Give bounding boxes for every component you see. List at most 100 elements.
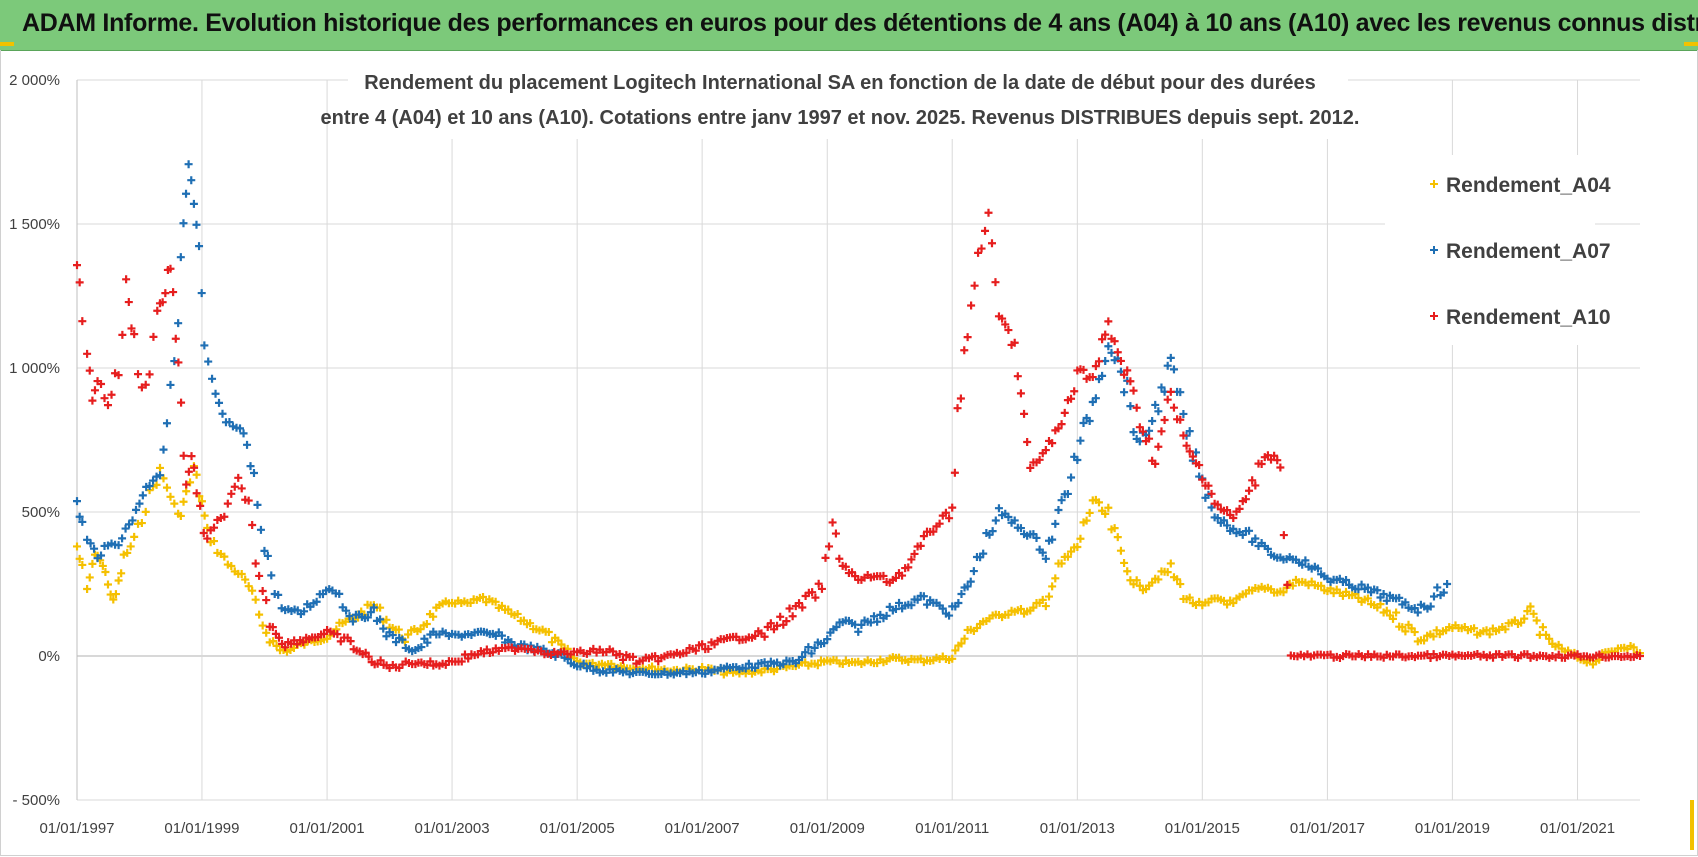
data-point bbox=[145, 482, 154, 491]
data-point bbox=[88, 559, 97, 568]
data-point bbox=[131, 505, 140, 514]
data-point bbox=[841, 562, 850, 571]
data-point bbox=[268, 623, 277, 632]
data-point bbox=[938, 604, 947, 613]
data-point bbox=[828, 518, 837, 527]
data-point bbox=[170, 499, 179, 508]
data-point bbox=[1401, 627, 1410, 636]
data-point bbox=[956, 394, 965, 403]
data-point bbox=[948, 503, 957, 512]
data-point bbox=[218, 409, 227, 418]
data-point bbox=[1166, 353, 1175, 362]
legend-marker-icon bbox=[1430, 180, 1438, 188]
data-point bbox=[342, 606, 351, 615]
data-point bbox=[90, 386, 99, 395]
data-point bbox=[417, 643, 426, 652]
data-point bbox=[203, 534, 212, 543]
data-point bbox=[957, 639, 966, 648]
data-point bbox=[156, 463, 165, 472]
data-point bbox=[1004, 610, 1013, 619]
legend-label-1: Rendement_A04 bbox=[1446, 174, 1611, 197]
data-point bbox=[1229, 598, 1238, 607]
data-point bbox=[253, 500, 262, 509]
data-point bbox=[1145, 434, 1154, 443]
points-layer bbox=[73, 160, 1644, 679]
data-point bbox=[811, 593, 820, 602]
data-point bbox=[1538, 623, 1547, 632]
data-point bbox=[1429, 632, 1438, 641]
data-point bbox=[1439, 588, 1448, 597]
data-point bbox=[966, 577, 975, 586]
data-point bbox=[1420, 636, 1429, 645]
data-point bbox=[1085, 508, 1094, 517]
data-point bbox=[1223, 506, 1232, 515]
data-point bbox=[1426, 602, 1435, 611]
data-point bbox=[1213, 500, 1222, 509]
data-point bbox=[910, 549, 919, 558]
data-point bbox=[1279, 588, 1288, 597]
data-point bbox=[1041, 446, 1050, 455]
series-Rendement_A10 bbox=[73, 208, 1644, 672]
data-point bbox=[825, 542, 834, 551]
data-point bbox=[345, 612, 354, 621]
data-point bbox=[987, 239, 996, 248]
data-point bbox=[919, 532, 928, 541]
data-point bbox=[1085, 416, 1094, 425]
x-tick-label: 01/01/1997 bbox=[39, 820, 114, 837]
data-point bbox=[1169, 403, 1178, 412]
data-point bbox=[808, 588, 817, 597]
data-point bbox=[1257, 459, 1266, 468]
data-point bbox=[234, 473, 243, 482]
data-point bbox=[1060, 408, 1069, 417]
data-point bbox=[128, 516, 137, 525]
data-point bbox=[1094, 357, 1103, 366]
data-point bbox=[1020, 409, 1029, 418]
data-point bbox=[335, 589, 344, 598]
banner-title: ADAM Informe. Evolution historique des p… bbox=[22, 9, 1698, 37]
data-point bbox=[135, 499, 144, 508]
data-point bbox=[197, 497, 206, 506]
data-point bbox=[1529, 609, 1538, 618]
data-point bbox=[1154, 575, 1163, 584]
corner-accent-top-right bbox=[1684, 42, 1698, 46]
data-point bbox=[75, 278, 84, 287]
data-point bbox=[73, 497, 81, 506]
data-point bbox=[124, 298, 133, 307]
data-point bbox=[429, 612, 438, 621]
data-point bbox=[1101, 330, 1110, 339]
data-point bbox=[263, 551, 272, 560]
data-point bbox=[182, 189, 191, 198]
data-point bbox=[272, 641, 281, 650]
data-point bbox=[1219, 516, 1228, 525]
data-point bbox=[363, 613, 372, 622]
data-point bbox=[267, 571, 276, 580]
data-point bbox=[300, 607, 309, 616]
data-point bbox=[766, 619, 775, 628]
data-point bbox=[970, 281, 979, 290]
data-point bbox=[182, 487, 191, 496]
data-point bbox=[963, 333, 972, 342]
data-point bbox=[1132, 576, 1141, 585]
data-point bbox=[1063, 552, 1072, 561]
x-tick-label: 01/01/1999 bbox=[164, 820, 239, 837]
data-point bbox=[423, 638, 432, 647]
data-point bbox=[704, 644, 713, 653]
data-point bbox=[798, 603, 807, 612]
data-point bbox=[835, 554, 844, 563]
data-point bbox=[1116, 546, 1125, 555]
data-point bbox=[246, 462, 255, 471]
data-point bbox=[832, 623, 841, 632]
data-point bbox=[130, 532, 139, 541]
data-point bbox=[281, 643, 290, 652]
data-point bbox=[236, 424, 245, 433]
data-point bbox=[1129, 580, 1138, 589]
data-point bbox=[1241, 495, 1250, 504]
data-point bbox=[1154, 407, 1163, 416]
data-point bbox=[199, 528, 208, 537]
data-point bbox=[1010, 516, 1019, 525]
chart-title-line-2: entre 4 (A04) et 10 ans (A10). Cotations… bbox=[321, 107, 1360, 129]
data-point bbox=[1023, 437, 1032, 446]
data-point bbox=[426, 657, 435, 666]
data-point bbox=[1182, 441, 1191, 450]
data-point bbox=[200, 511, 209, 520]
